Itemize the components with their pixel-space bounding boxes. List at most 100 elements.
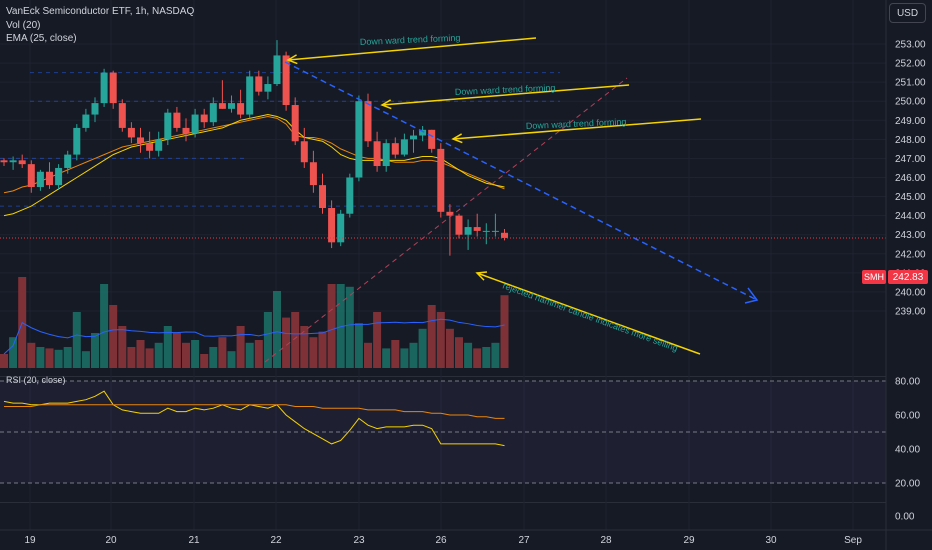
- candle-body: [328, 208, 336, 243]
- currency-button[interactable]: USD: [889, 3, 926, 23]
- candle: [91, 97, 99, 123]
- candle: [482, 223, 490, 245]
- candle-body: [400, 139, 408, 155]
- candle: [419, 126, 427, 142]
- candle-body: [82, 114, 90, 128]
- price-tick-label: 249.00: [895, 116, 926, 127]
- candle: [346, 173, 354, 218]
- candle-body: [364, 101, 372, 142]
- volume-bar: [300, 326, 309, 368]
- candle: [464, 219, 472, 250]
- annotation-text: Down ward trend forming: [360, 33, 461, 47]
- price-tick-label: 244.00: [895, 211, 926, 222]
- candle: [173, 106, 181, 132]
- ema-line: [3, 115, 505, 194]
- candle: [391, 137, 399, 159]
- candle: [9, 156, 17, 170]
- volume-bar: [436, 312, 445, 368]
- candle-body: [382, 143, 390, 167]
- candle: [137, 127, 144, 153]
- volume-bar: [118, 326, 127, 368]
- candle: [237, 89, 245, 119]
- price-tick-label: 251.00: [895, 78, 926, 89]
- volume-bar: [218, 337, 227, 368]
- candle-body: [164, 112, 172, 140]
- candle-body: [46, 171, 53, 186]
- candle: [473, 213, 481, 237]
- volume-bar: [327, 284, 336, 368]
- volume-bar: [245, 342, 254, 368]
- candle: [282, 51, 290, 111]
- candle: [291, 97, 299, 146]
- panel-divider: [0, 376, 886, 377]
- candle-body: [137, 137, 144, 144]
- volume-bar: [491, 342, 500, 368]
- candle-body: [209, 103, 217, 123]
- candle: [501, 228, 508, 241]
- annotation-arrowhead: [475, 271, 488, 281]
- rsi-tick-label: 80.00: [895, 377, 920, 388]
- candle-body: [237, 103, 245, 115]
- volume-bar: [54, 349, 63, 368]
- candle: [410, 129, 417, 153]
- candle-body: [100, 72, 108, 104]
- candle: [373, 131, 381, 172]
- volume-bar: [63, 347, 72, 368]
- ticker-tag: SMH: [862, 270, 886, 284]
- volume-bar: [136, 340, 145, 368]
- candle: [364, 93, 372, 147]
- time-tick-label: 21: [188, 535, 200, 546]
- candle: [400, 133, 408, 157]
- candle-body: [228, 103, 235, 109]
- candle-body: [337, 213, 345, 243]
- volume-bar: [227, 351, 236, 368]
- volume-bar: [427, 305, 436, 368]
- volume-bar: [72, 312, 81, 368]
- candle-body: [437, 148, 445, 212]
- volume-bar: [364, 342, 372, 368]
- annotation-arrowhead: [451, 133, 463, 144]
- annotation-arrow: [452, 118, 702, 140]
- candle-body: [182, 127, 190, 134]
- candle: [382, 139, 390, 172]
- volume-bar: [9, 337, 18, 368]
- volume-bar: [191, 340, 200, 368]
- candle-body: [419, 129, 427, 136]
- candle-body: [91, 103, 99, 115]
- annotation-arrow: [287, 37, 537, 61]
- volume-bar: [482, 347, 491, 368]
- candle-body: [36, 171, 44, 188]
- volume-bar: [309, 337, 318, 368]
- volume-bar: [36, 347, 45, 368]
- time-tick-label: 30: [765, 535, 777, 546]
- candle: [82, 108, 90, 132]
- candle-body: [64, 154, 72, 168]
- panel-divider: [0, 502, 886, 503]
- candle: [218, 80, 226, 109]
- candle-body: [118, 103, 126, 128]
- price-tick-label: 247.00: [895, 154, 926, 165]
- time-tick-label: 23: [353, 535, 365, 546]
- candle: [273, 40, 281, 86]
- candle: [155, 131, 163, 157]
- candle: [337, 209, 345, 247]
- last-price-tag: 242.83: [888, 270, 928, 284]
- candle: [109, 70, 117, 109]
- candle-body: [73, 127, 81, 155]
- time-tick-label: 28: [600, 535, 612, 546]
- candle-body: [482, 230, 490, 232]
- downtrend-arrowhead: [744, 287, 759, 304]
- candle-body: [501, 232, 508, 238]
- volume-bar: [172, 333, 181, 368]
- candle-body: [264, 84, 272, 92]
- volume-bar: [373, 312, 382, 368]
- candle: [191, 108, 199, 138]
- time-tick-label: Sep: [844, 535, 862, 546]
- candle: [300, 127, 308, 168]
- candle: [209, 97, 217, 127]
- volume-bar: [81, 351, 90, 368]
- volume-bar: [318, 331, 327, 368]
- volume-bar: [354, 323, 363, 368]
- volume-bar: [0, 354, 8, 368]
